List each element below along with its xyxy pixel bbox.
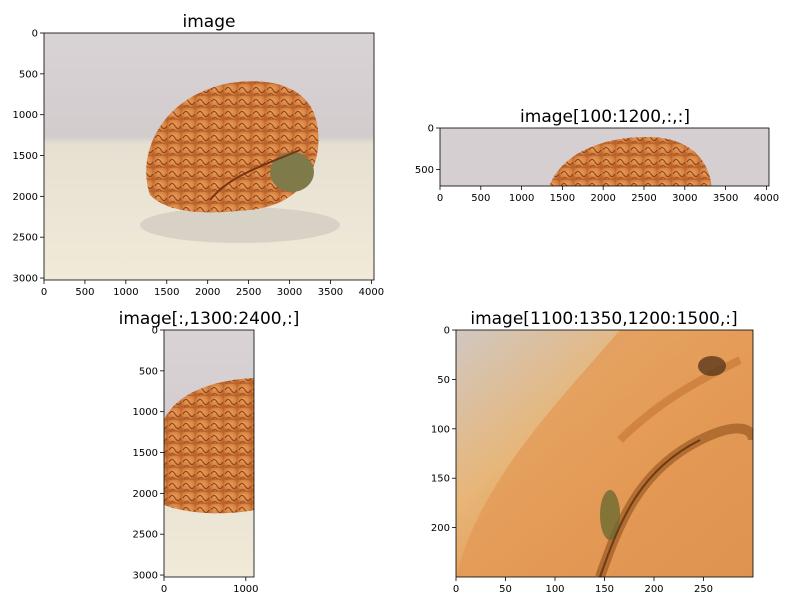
y-tick-label: 2000 [13, 192, 38, 203]
panel-title: image [183, 12, 236, 32]
y-tick-label: 0 [444, 326, 450, 337]
panel-title: image[100:1200,:,:] [520, 107, 690, 127]
x-tick-label: 1500 [550, 193, 575, 204]
y-tick-label: 3000 [133, 571, 158, 582]
x-tick-label: 0 [161, 584, 167, 595]
y-tick-label: 50 [437, 375, 450, 386]
x-tick-label: 100 [545, 584, 564, 595]
x-tick-label: 1000 [233, 584, 258, 595]
y-tick-label: 100 [431, 424, 450, 435]
x-tick-label: 4000 [359, 287, 384, 298]
panel-title: image[:,1300:2400,:] [119, 309, 300, 329]
x-tick-label: 200 [644, 584, 663, 595]
y-tick-label: 2000 [133, 489, 158, 500]
y-tick-label: 3000 [13, 274, 38, 285]
photo-row-slice [440, 128, 769, 190]
y-tick-label: 2500 [133, 530, 158, 541]
x-tick-label: 50 [499, 584, 512, 595]
panel-zoom-crop: 0 50 100 150 200 250 0 50 100 150 200 image[1100:1… [431, 309, 753, 595]
x-tick-label: 1500 [154, 287, 179, 298]
y-tick-label: 1000 [13, 110, 38, 121]
y-tick-label: 500 [19, 69, 38, 80]
panel-full-image: 0 500 1000 1500 2000 2500 3000 3500 4000 0 500 1000… [13, 12, 385, 298]
y-tick-label: 500 [139, 366, 158, 377]
x-tick-label: 0 [453, 584, 459, 595]
y-tick-label: 150 [431, 474, 450, 485]
x-tick-label: 0 [437, 193, 443, 204]
y-tick-label: 0 [428, 124, 434, 135]
y-tick-label: 1500 [13, 151, 38, 162]
x-tick-label: 500 [471, 193, 490, 204]
x-tick-label: 4000 [754, 193, 779, 204]
panel-row-slice: 0 500 1000 1500 2000 2500 3000 3500 4000 0 500 ima… [415, 107, 779, 204]
y-tick-label: 1000 [133, 407, 158, 418]
x-tick-label: 2000 [590, 193, 615, 204]
x-tick-label: 3000 [277, 287, 302, 298]
y-tick-label: 1500 [133, 448, 158, 459]
photo-full-brain [44, 33, 374, 280]
x-tick-label: 2000 [195, 287, 220, 298]
y-tick-label: 500 [415, 165, 434, 176]
x-tick-label: 1000 [509, 193, 534, 204]
x-tick-label: 3500 [318, 287, 343, 298]
x-tick-label: 0 [41, 287, 47, 298]
x-tick-label: 150 [595, 584, 614, 595]
panel-title: image[1100:1350,1200:1500,:] [470, 309, 737, 329]
x-tick-label: 3000 [672, 193, 697, 204]
x-tick-label: 250 [694, 584, 713, 595]
x-tick-label: 500 [75, 287, 94, 298]
x-tick-label: 2500 [631, 193, 656, 204]
photo-column-slice [164, 330, 254, 577]
y-tick-label: 200 [431, 523, 450, 534]
x-tick-label: 1000 [113, 287, 138, 298]
x-tick-label: 3500 [713, 193, 738, 204]
photo-zoom-crop [456, 330, 753, 577]
x-tick-label: 2500 [236, 287, 261, 298]
y-tick-label: 2500 [13, 233, 38, 244]
y-tick-label: 0 [32, 29, 38, 40]
